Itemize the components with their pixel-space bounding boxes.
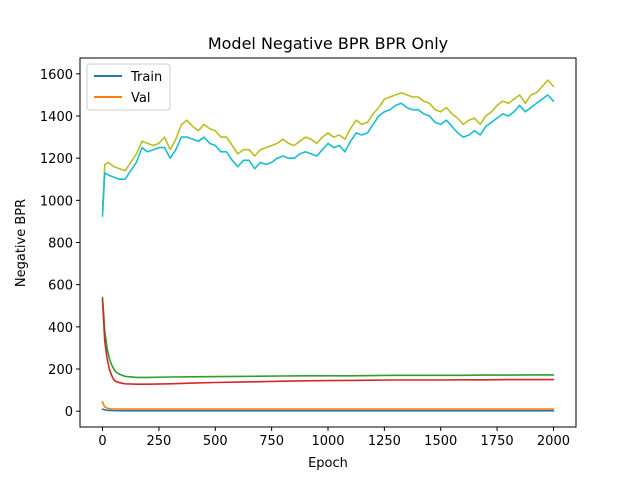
y-tick-label: 1600 <box>40 68 73 83</box>
x-tick-label: 2000 <box>537 434 570 449</box>
y-tick-label: 200 <box>48 363 73 378</box>
y-tick-label: 600 <box>48 279 73 294</box>
x-tick-label: 0 <box>98 434 106 449</box>
legend-label-val: Val <box>131 91 150 106</box>
series-line-2 <box>101 296 555 379</box>
plot-background <box>80 58 576 427</box>
series-line-0 <box>101 79 555 212</box>
series-line-3 <box>101 298 555 386</box>
y-tick-label: 1000 <box>40 194 73 209</box>
series-layer <box>101 79 555 412</box>
plot-area: 0 250 500 750 1000 1250 1500 1750 2000 0 200 400 60… <box>40 57 577 449</box>
x-tick-label: 1500 <box>424 434 457 449</box>
y-tick-label: 0 <box>65 405 73 420</box>
x-tick-label: 1750 <box>481 434 514 449</box>
legend: Train Val <box>86 63 171 111</box>
x-tick-label: 1000 <box>311 434 344 449</box>
x-tick-label: 750 <box>259 434 284 449</box>
x-axis-label: Epoch <box>308 456 348 471</box>
series-line-val <box>101 400 555 410</box>
series-line-1 <box>101 94 555 217</box>
series-line-train <box>101 408 555 412</box>
y-tick-label: 1200 <box>40 152 73 167</box>
y-tick-label: 400 <box>48 321 73 336</box>
chart-title: Model Negative BPR BPR Only <box>208 34 448 53</box>
y-tick-label: 1400 <box>40 110 73 125</box>
x-tick-label: 250 <box>146 434 171 449</box>
x-tick-label: 500 <box>203 434 228 449</box>
y-tick-label: 800 <box>48 237 73 252</box>
plot-frame <box>79 57 577 428</box>
x-tick-label: 1250 <box>368 434 401 449</box>
y-axis-label: Negative BPR <box>14 199 29 287</box>
x-axis-ticks: 0 250 500 750 1000 1250 1500 1750 2000 <box>98 427 570 449</box>
y-axis-ticks: 0 200 400 600 800 1000 1200 1400 1600 <box>40 68 80 420</box>
legend-label-train: Train <box>130 70 162 85</box>
